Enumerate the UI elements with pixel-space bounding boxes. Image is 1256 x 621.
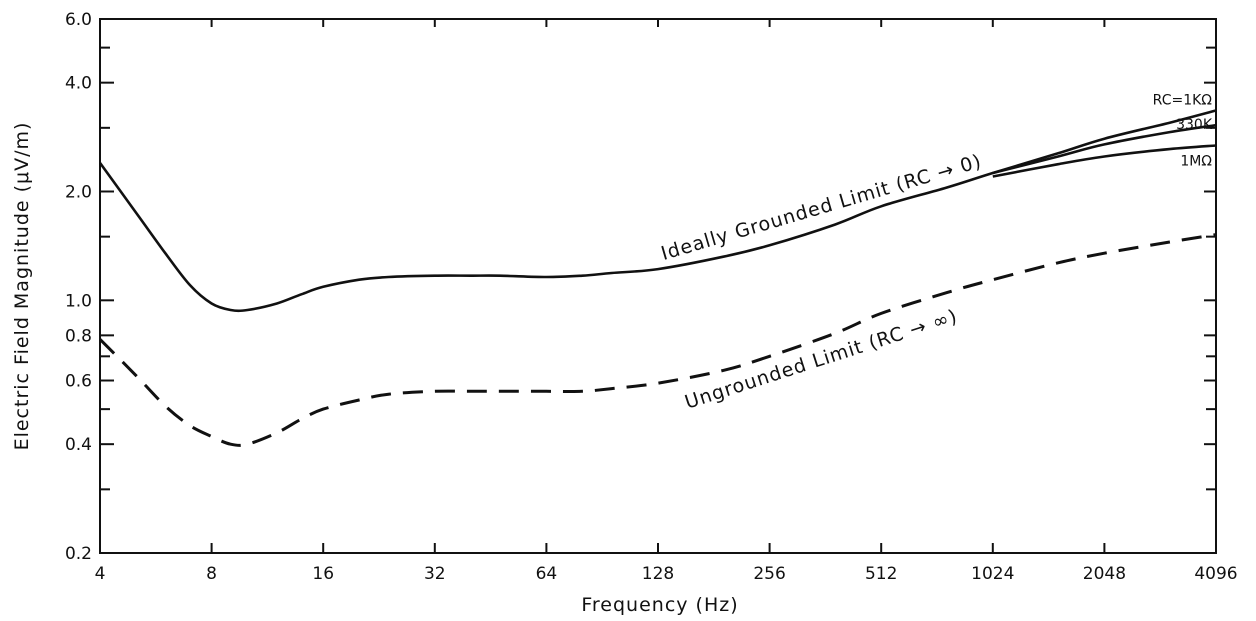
y-tick-label: 0.4 xyxy=(65,435,92,455)
x-tick-label: 256 xyxy=(753,564,785,584)
y-tick-label: 0.8 xyxy=(65,326,92,346)
series-1mohm-line xyxy=(992,144,1217,178)
series-ungrounded-line xyxy=(98,233,1217,447)
rc-1mohm-label: 1MΩ xyxy=(1180,154,1212,170)
series-330k-line xyxy=(992,123,1217,175)
y-tick-label: 4.0 xyxy=(65,74,92,94)
y-tick-label: 1.0 xyxy=(65,291,92,311)
x-tick-label: 4 xyxy=(95,564,106,584)
series-layer xyxy=(98,109,1217,447)
y-tick-label: 2.0 xyxy=(65,182,92,202)
x-tick-label: 64 xyxy=(536,564,558,584)
x-tick-label: 32 xyxy=(424,564,446,584)
ideally-grounded-label: Ideally Grounded Limit (RC → 0) xyxy=(659,150,985,265)
y-axis-title: Electric Field Magnitude (μV/m) xyxy=(11,122,33,451)
axis-ticks: 4 8 16 32 64 128 256 512 1024 2048 4096 0.2 0.4 0.6 0.… xyxy=(65,10,1238,584)
x-tick-label: 2048 xyxy=(1083,564,1126,584)
x-tick-label: 512 xyxy=(865,564,897,584)
x-tick-label: 16 xyxy=(312,564,334,584)
x-tick-label: 1024 xyxy=(971,564,1014,584)
series-ideally-grounded-line xyxy=(98,109,1217,313)
plot-frame xyxy=(99,18,1217,554)
rc-1kohm-label: RC=1KΩ xyxy=(1153,93,1213,109)
x-axis-title: Frequency (Hz) xyxy=(581,594,738,616)
y-tick-label: 0.6 xyxy=(65,372,92,392)
y-tick-label: 6.0 xyxy=(65,10,92,30)
ungrounded-label: Ungrounded Limit (RC → ∞) xyxy=(682,305,960,413)
y-tick-label: 0.2 xyxy=(65,544,92,564)
x-tick-label: 128 xyxy=(642,564,674,584)
rc-330k-label: 330K xyxy=(1176,117,1213,133)
x-tick-label: 4096 xyxy=(1194,564,1237,584)
x-tick-label: 8 xyxy=(206,564,217,584)
